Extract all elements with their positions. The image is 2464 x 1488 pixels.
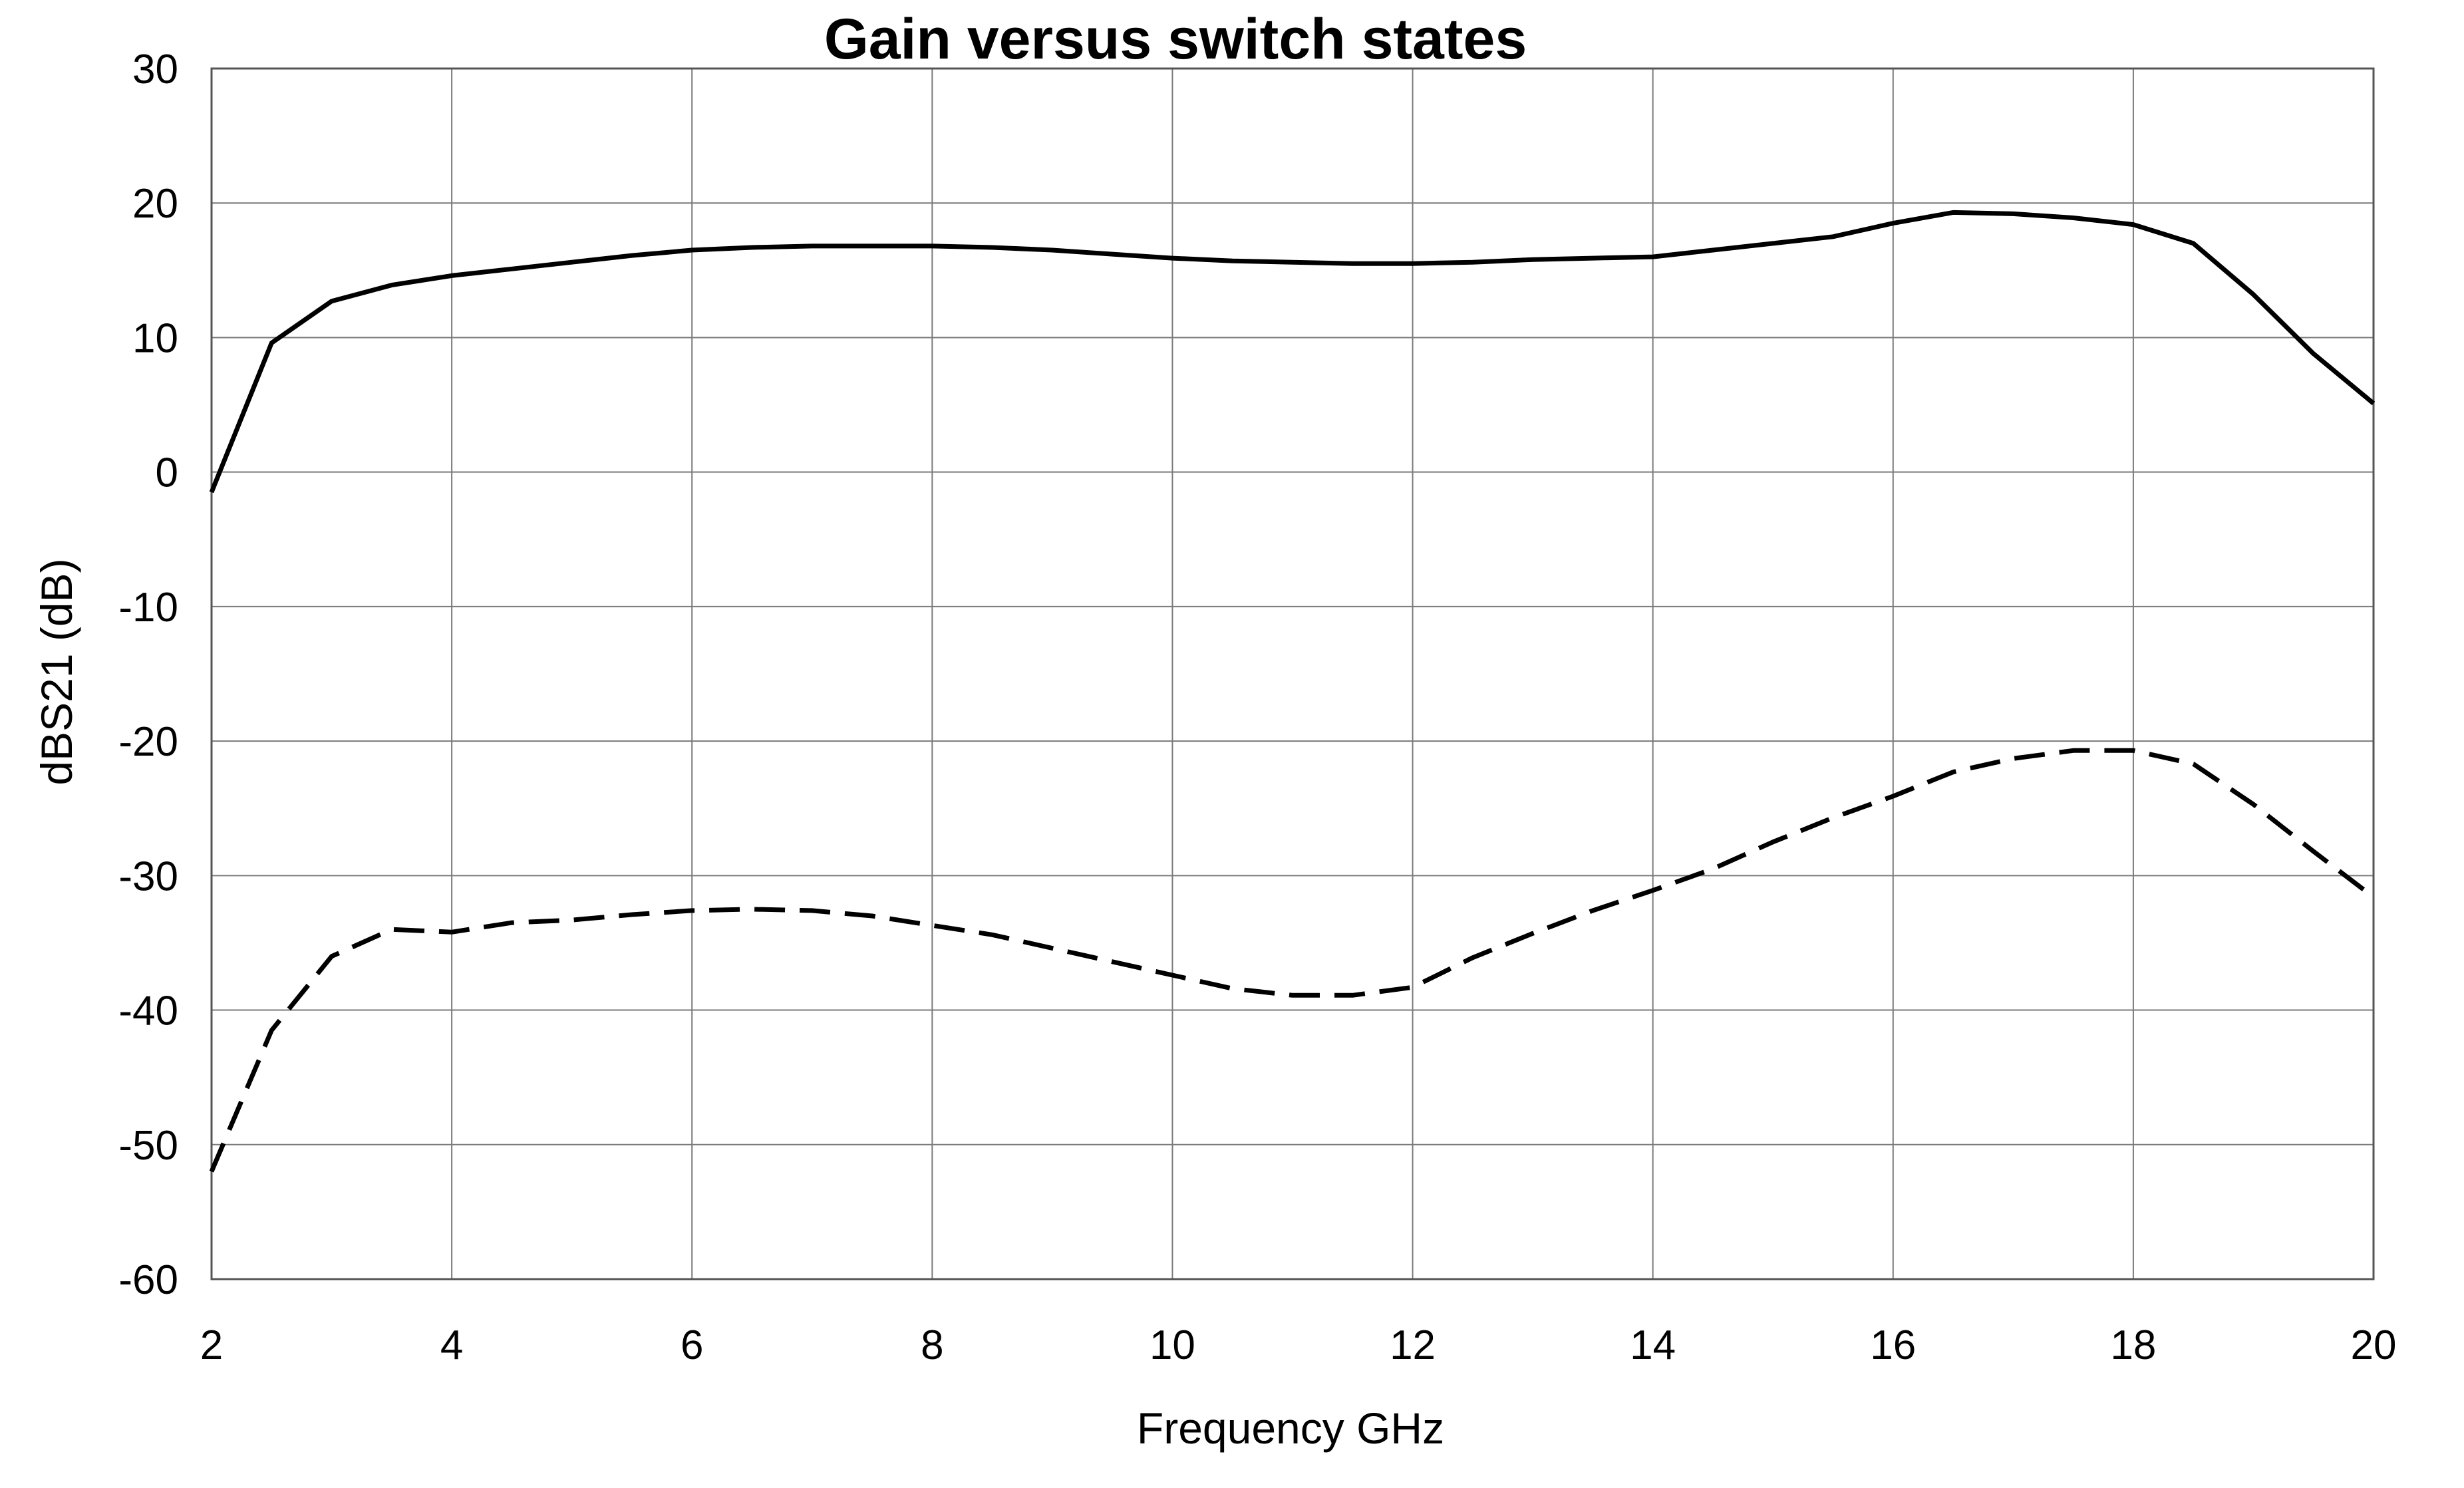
y-tick-label: -50 <box>118 1123 178 1169</box>
x-tick-label: 14 <box>1630 1322 1676 1368</box>
y-tick-label: -40 <box>118 988 178 1034</box>
y-axis-tick-labels: 30 20 10 0 -10 -20 -30 -40 -50 -60 <box>118 47 178 1303</box>
y-tick-label: 10 <box>132 315 178 361</box>
x-tick-label: 12 <box>1390 1322 1436 1368</box>
x-tick-label: 6 <box>681 1322 703 1368</box>
x-tick-label: 8 <box>921 1322 943 1368</box>
x-tick-label: 10 <box>1150 1322 1195 1368</box>
x-tick-label: 2 <box>200 1322 223 1368</box>
solid-series-line <box>209 210 2376 494</box>
x-axis-title: Frequency GHz <box>1137 1404 1444 1453</box>
y-tick-label: 20 <box>132 181 178 227</box>
y-tick-label: -20 <box>118 719 178 765</box>
y-axis-title: dBS21 (dB) <box>32 558 81 785</box>
y-tick-label: -60 <box>118 1257 178 1303</box>
x-tick-label: 4 <box>440 1322 463 1368</box>
x-tick-label: 18 <box>2110 1322 2156 1368</box>
series-layer <box>209 210 2376 1173</box>
y-tick-label: 30 <box>132 47 178 92</box>
y-tick-label: -30 <box>118 853 178 899</box>
x-axis-tick-labels: 2 4 6 8 10 12 14 16 18 20 <box>200 1322 2397 1368</box>
y-tick-label: 0 <box>156 450 178 496</box>
x-tick-label: 16 <box>1870 1322 1916 1368</box>
grid <box>211 68 2374 1280</box>
y-tick-label: -10 <box>118 585 178 631</box>
plot-area-frame <box>210 67 2375 1280</box>
chart-title: Gain versus switch states <box>824 7 1527 71</box>
x-tick-label: 20 <box>2351 1322 2397 1368</box>
dashed-series-line <box>209 748 2376 1173</box>
